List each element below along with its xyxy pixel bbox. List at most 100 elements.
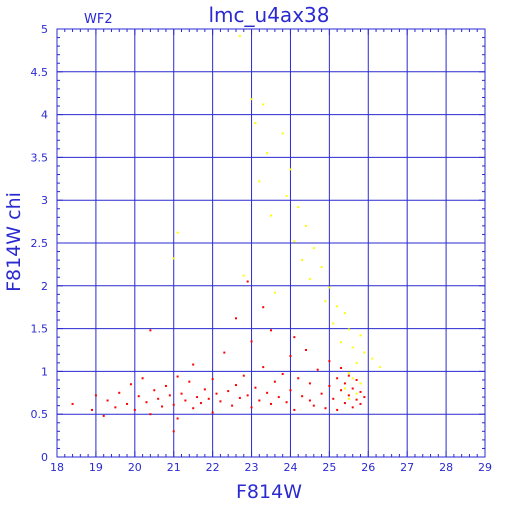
x-tick-label: 26 (361, 461, 375, 474)
data-point-red (293, 336, 296, 339)
data-point-red (258, 399, 261, 402)
data-point-yellow (359, 334, 362, 337)
data-point-red (227, 390, 230, 393)
data-point-red (347, 374, 350, 377)
y-tick-label: 2.5 (31, 237, 49, 250)
data-point-yellow (355, 392, 358, 395)
data-point-yellow (343, 312, 346, 315)
data-point-red (246, 280, 249, 283)
x-tick-label: 28 (439, 461, 453, 474)
grid-lines (57, 29, 485, 457)
data-point-red (316, 368, 319, 371)
data-point-yellow (347, 328, 350, 331)
data-point-yellow (176, 231, 179, 234)
chart-title: lmc_u4ax38 (209, 3, 330, 27)
y-tick-labels: 0 0.5 1 1.5 2 2.5 3 3.5 4 4.5 5 (31, 23, 49, 464)
data-point-red (71, 402, 74, 405)
data-point-red (270, 329, 272, 332)
data-point-red (340, 366, 343, 369)
data-point-red (168, 394, 171, 397)
x-tick-label: 23 (245, 461, 259, 474)
y-tick-label: 5 (41, 23, 48, 36)
data-point-yellow (285, 194, 288, 197)
data-point-red (343, 402, 346, 405)
data-point-red (351, 406, 354, 409)
data-point-red (308, 382, 311, 385)
data-point-red (211, 411, 214, 414)
data-point-red (355, 378, 358, 381)
data-point-red (106, 399, 109, 402)
data-point-red (320, 392, 323, 395)
x-tick-label: 20 (128, 461, 142, 474)
data-point-red (324, 407, 327, 410)
data-point-red (129, 383, 132, 386)
data-point-red (351, 387, 354, 390)
data-point-red (332, 397, 335, 400)
data-point-yellow (266, 152, 269, 155)
data-point-red (281, 372, 284, 375)
data-point-red (328, 360, 331, 363)
data-point-red (94, 394, 97, 397)
data-point-yellow (254, 122, 257, 125)
data-point-red (172, 403, 175, 406)
data-point-yellow (242, 274, 245, 277)
data-point-red (149, 413, 152, 416)
data-point-yellow (328, 286, 331, 289)
data-point-yellow (336, 305, 339, 308)
x-tick-label: 25 (322, 461, 336, 474)
data-point-red (137, 395, 140, 398)
data-point-red (262, 306, 265, 309)
data-point-red (254, 386, 257, 389)
data-point-yellow (301, 259, 304, 262)
data-point-red (231, 404, 234, 407)
data-point-red (188, 380, 191, 383)
data-point-red (145, 401, 148, 404)
data-point-red (336, 377, 339, 380)
data-point-red (234, 384, 237, 387)
data-point-yellow (305, 224, 308, 227)
data-point-red (153, 389, 156, 392)
x-tick-label: 21 (167, 461, 181, 474)
data-point-red (141, 377, 144, 380)
data-point-yellow (250, 98, 253, 101)
data-point-red (102, 414, 105, 417)
data-point-red (192, 363, 195, 366)
data-point-red (270, 402, 272, 405)
data-point-yellow (293, 240, 296, 243)
data-point-red (207, 397, 210, 400)
data-point-red (289, 354, 292, 357)
data-point-red (133, 408, 136, 411)
data-point-red (359, 402, 362, 405)
data-point-yellow (363, 351, 366, 354)
data-point-red (180, 392, 183, 395)
y-tick-label: 4.5 (31, 66, 49, 79)
y-tick-label: 0.5 (31, 408, 49, 421)
data-point-red (262, 366, 265, 369)
y-axis-label: F814W chi (3, 192, 25, 292)
data-point-yellow (351, 346, 354, 349)
data-point-yellow (258, 180, 261, 183)
data-point-red (359, 390, 362, 393)
data-point-red (234, 317, 237, 320)
data-point-red (238, 396, 241, 399)
y-tick-label: 3 (41, 194, 48, 207)
data-point-yellow (289, 168, 292, 171)
data-point-red (297, 377, 300, 380)
data-point-red (172, 430, 175, 433)
data-point-yellow (262, 103, 265, 106)
data-point-red (219, 400, 222, 403)
data-point-red (184, 399, 187, 402)
y-tick-label: 1 (41, 365, 48, 378)
data-point-red (293, 408, 296, 411)
data-point-red (203, 388, 206, 391)
x-tick-label: 22 (206, 461, 220, 474)
data-point-red (277, 396, 280, 399)
x-tick-label: 29 (478, 461, 492, 474)
data-point-red (211, 378, 214, 381)
data-point-yellow (355, 361, 358, 364)
data-point-yellow (238, 34, 241, 37)
data-point-red (285, 401, 288, 404)
data-point-red (336, 408, 339, 411)
data-point-yellow (332, 322, 335, 325)
